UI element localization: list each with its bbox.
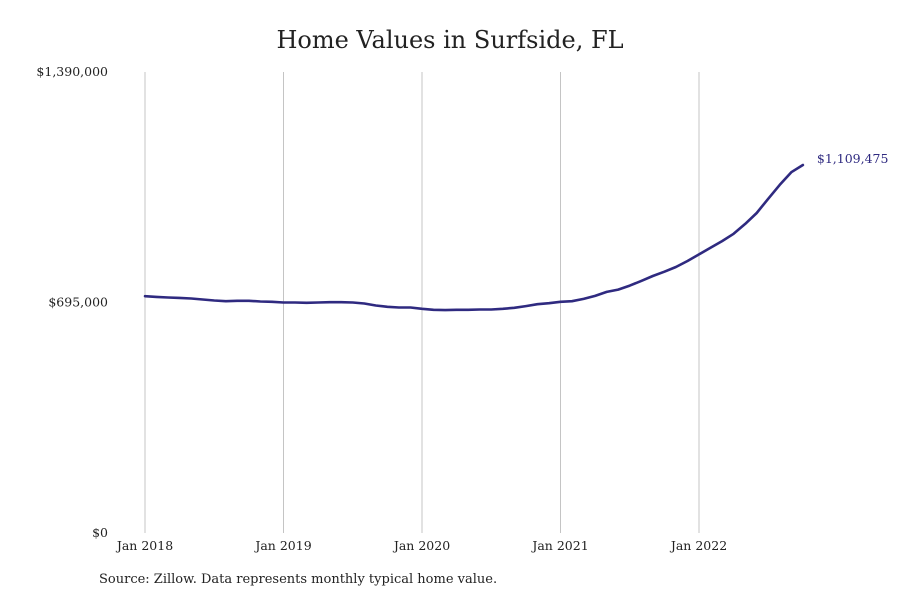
x-tick-label: Jan 2018 — [115, 538, 173, 553]
x-tick-label: Jan 2020 — [392, 538, 450, 553]
source-note: Source: Zillow. Data represents monthly … — [99, 572, 498, 587]
x-tick-label: Jan 2022 — [669, 538, 727, 553]
y-tick-label: $1,390,000 — [36, 64, 108, 79]
x-tick-label: Jan 2021 — [530, 538, 588, 553]
series-line — [143, 163, 805, 312]
y-tick-label: $695,000 — [48, 295, 108, 310]
x-tick-label: Jan 2019 — [253, 538, 311, 553]
chart-title: Home Values in Surfside, FL — [276, 26, 624, 54]
series-layer: $1,109,475 — [143, 151, 889, 312]
y-axis-ticks: $0 $695,000 $1,390,000 — [36, 64, 108, 540]
x-axis-ticks: Jan 2018 Jan 2019 Jan 2020 Jan 2021 Jan 2022 — [115, 538, 727, 553]
y-tick-label: $0 — [92, 525, 108, 540]
end-value-label: $1,109,475 — [817, 151, 889, 166]
gridlines — [144, 72, 700, 533]
